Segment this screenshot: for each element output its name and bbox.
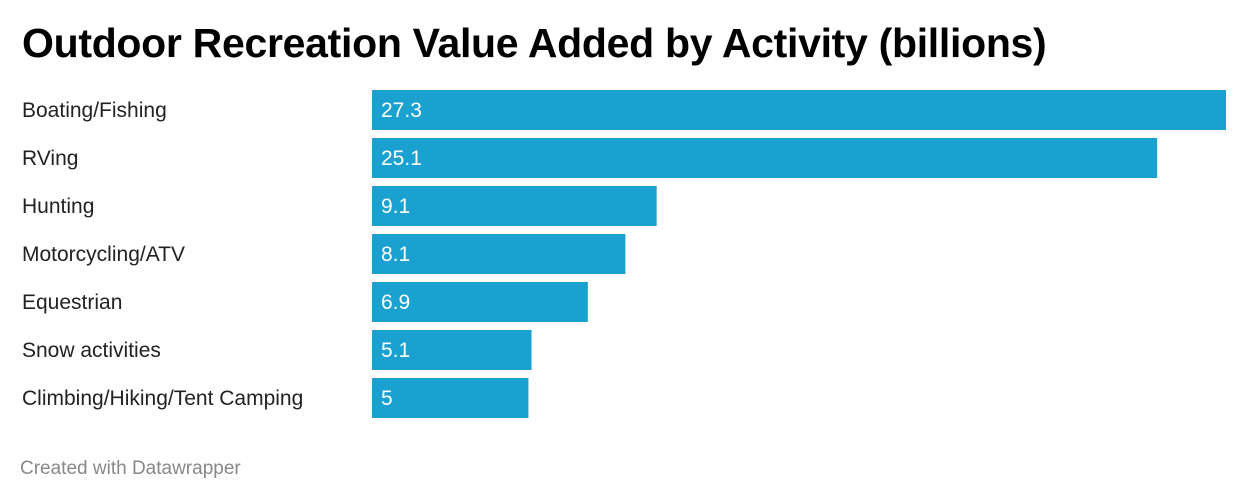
category-label: Hunting [22,195,94,218]
category-label: Boating/Fishing [22,99,167,122]
category-label: Snow activities [22,339,161,362]
footer-credit[interactable]: Created with Datawrapper [20,458,241,479]
bar-value-label: 6.9 [381,291,410,314]
bar-value-label: 25.1 [381,147,422,170]
bar[interactable] [372,234,626,274]
category-label: Climbing/Hiking/Tent Camping [22,387,303,410]
bar-value-label: 5.1 [381,339,410,362]
bar-value-label: 8.1 [381,243,410,266]
bar[interactable] [372,330,532,370]
bar[interactable] [372,138,1158,178]
bar-value-label: 9.1 [381,195,410,218]
category-label: RVing [22,147,78,170]
category-label: Equestrian [22,291,122,314]
category-label: Motorcycling/ATV [22,243,185,266]
bar-value-label: 27.3 [381,99,422,122]
bar[interactable] [372,378,529,418]
bar[interactable] [372,186,657,226]
bar[interactable] [372,282,588,322]
bar-value-label: 5 [381,387,393,410]
bar[interactable] [372,90,1226,130]
chart-title: Outdoor Recreation Value Added by Activi… [22,20,1047,66]
